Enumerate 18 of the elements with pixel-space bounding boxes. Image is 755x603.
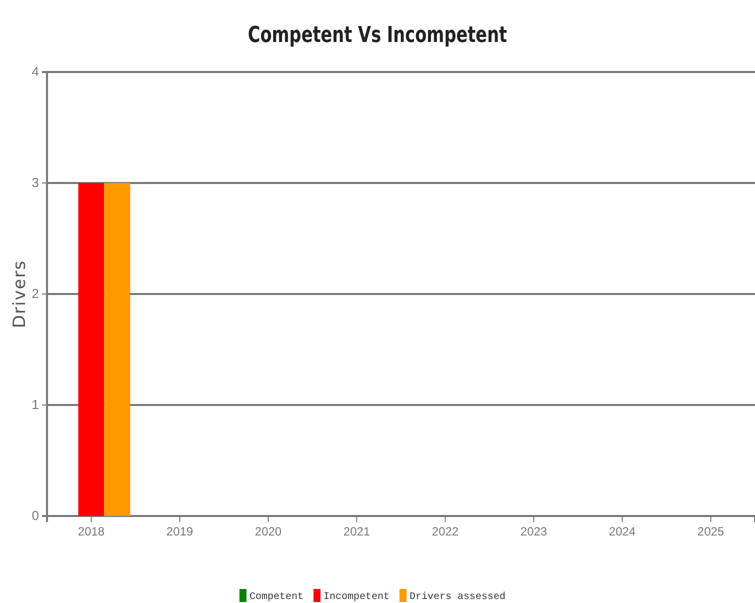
- x-tick-label: 2025: [697, 524, 724, 539]
- legend-label: Competent: [249, 592, 304, 603]
- x-tick-label: 2022: [432, 524, 459, 539]
- x-tick-label: 2020: [254, 524, 282, 539]
- y-tick-label: 3: [32, 175, 39, 190]
- y-tick-label: 2: [32, 286, 39, 302]
- legend-label: Incompetent: [323, 592, 390, 603]
- y-tick-label: 1: [32, 397, 39, 412]
- y-tick-label: 0: [32, 508, 39, 524]
- x-tick-label: 2018: [78, 524, 105, 539]
- x-tick-label: 2021: [343, 524, 370, 539]
- x-tick-label: 2023: [520, 524, 548, 539]
- y-tick-label: 4: [32, 64, 39, 80]
- legend-label: Drivers assessed: [410, 591, 506, 603]
- y-axis-title: Drivers: [10, 260, 30, 328]
- x-tick-label: 2019: [166, 524, 194, 539]
- x-tick-label: 2024: [608, 524, 636, 539]
- chart-title: Competent Vs Incompetent: [248, 22, 508, 48]
